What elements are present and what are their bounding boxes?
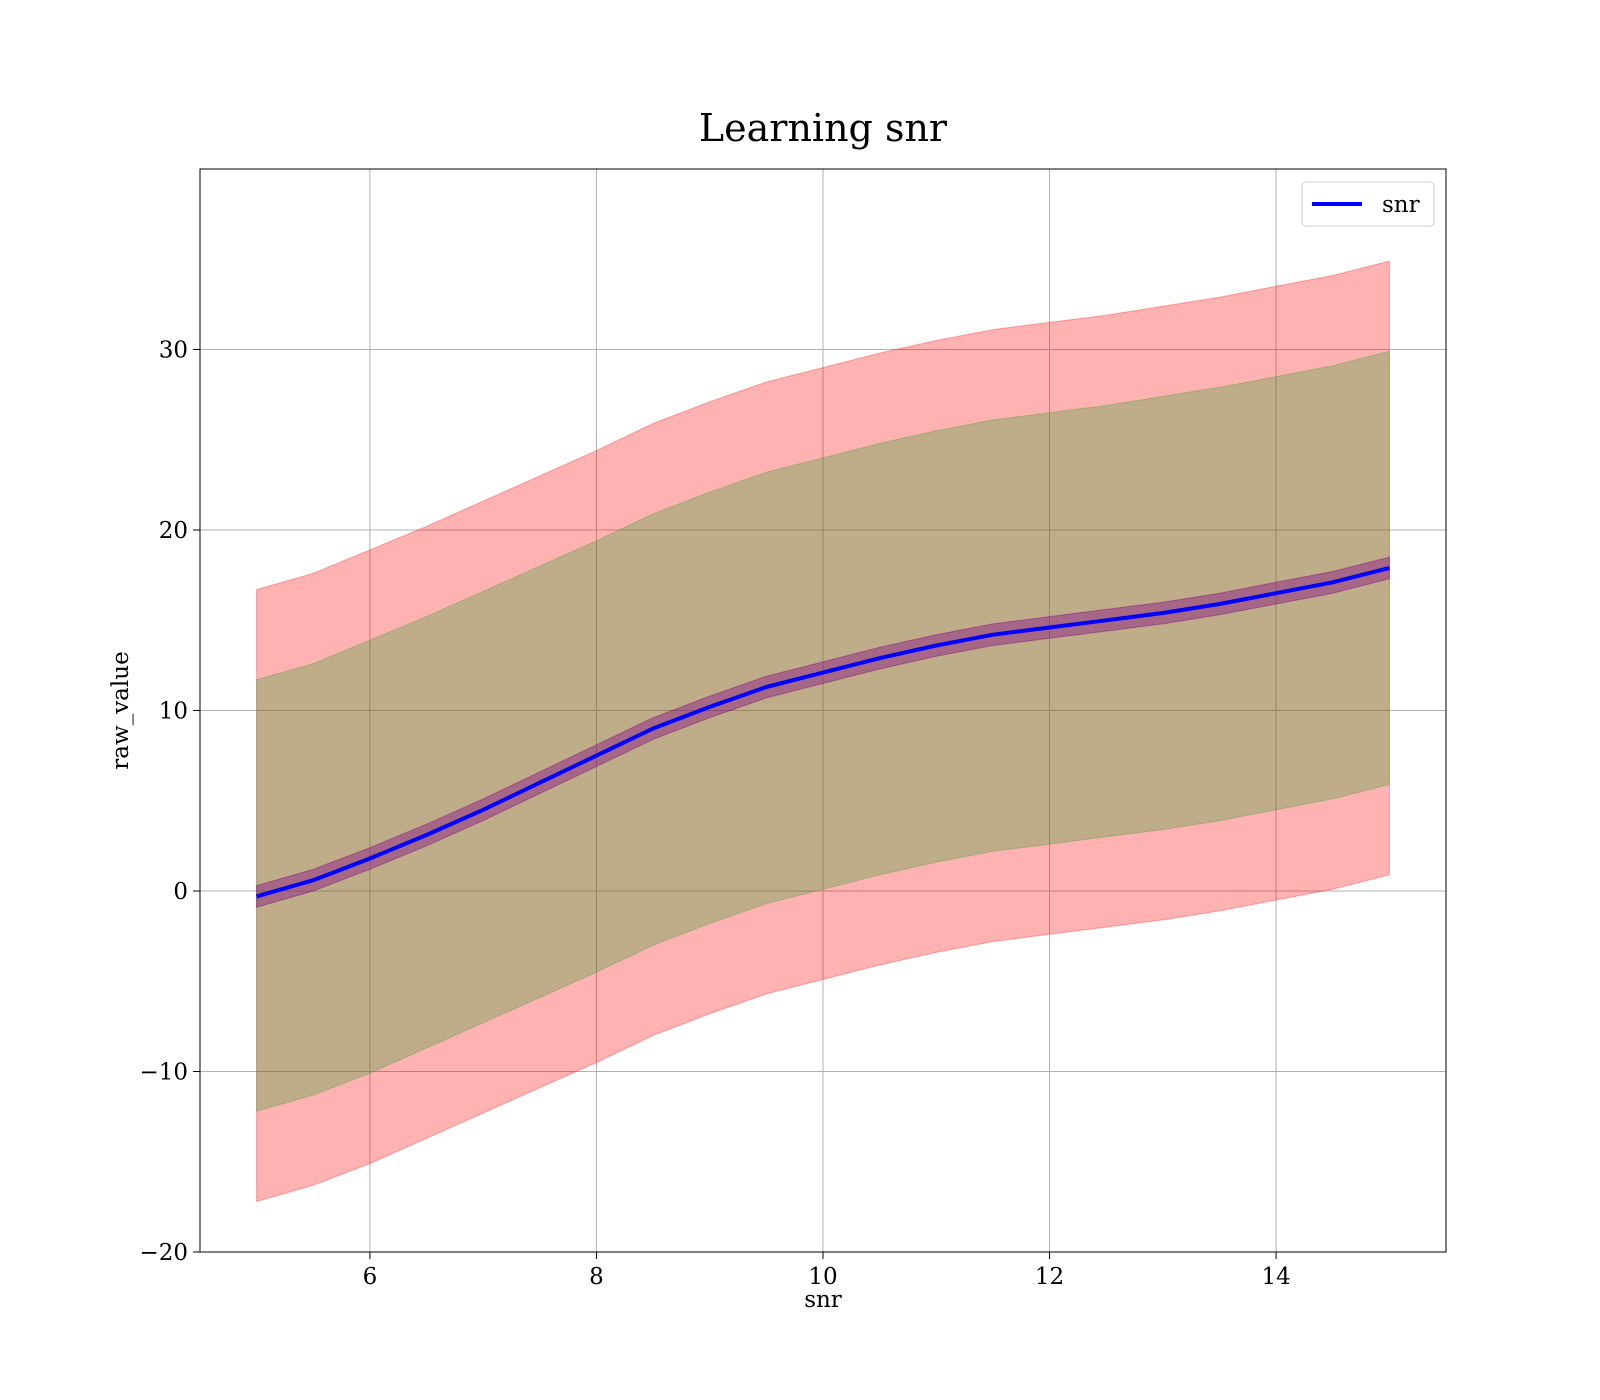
grid — [200, 169, 1446, 1253]
band-1-std — [256, 350, 1390, 1112]
series-line-snr — [256, 565, 1390, 899]
x-tick-label-2: 10 — [808, 1264, 837, 1290]
series-lines — [256, 565, 1390, 899]
x-tick-label-3: 12 — [1035, 1264, 1064, 1290]
y-tick-label-4: 20 — [159, 518, 188, 544]
x-tick-label-1: 8 — [589, 1264, 604, 1290]
y-tick-label-5: 30 — [159, 338, 188, 364]
x-tick-label-0: 6 — [363, 1264, 378, 1290]
legend-box — [1301, 181, 1435, 227]
chart-title: Learning snr — [699, 106, 948, 150]
band-2-std — [256, 260, 1390, 1203]
y-tick-label-1: −10 — [139, 1060, 188, 1086]
legend-label-snr: snr — [1382, 192, 1420, 218]
y-tick-label-0: −20 — [139, 1240, 188, 1266]
legend: snr — [1301, 181, 1435, 227]
y-tick-label-2: 0 — [173, 879, 188, 905]
x-tick-label-4: 14 — [1261, 1264, 1290, 1290]
y-axis-label: raw_value — [108, 651, 134, 769]
x-axis-label: snr — [804, 1287, 842, 1313]
y-tick-label-3: 10 — [159, 699, 188, 725]
axis-ticks: 6 8 10 12 14 −20 −10 0 10 20 30 — [139, 338, 1290, 1291]
